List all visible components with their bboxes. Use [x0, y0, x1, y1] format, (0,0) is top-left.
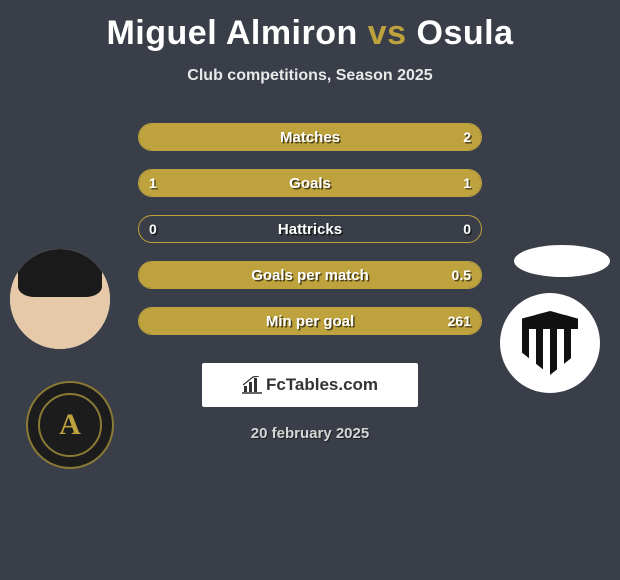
subtitle: Club competitions, Season 2025	[0, 67, 620, 85]
stat-rows-container: 2Matches 11Goals 00Hattricks 0.5Goals per m…	[138, 123, 482, 335]
comparison-title: Miguel Almiron vs Osula	[0, 0, 620, 53]
player1-name: Miguel Almiron	[106, 14, 357, 52]
player1-avatar	[10, 249, 110, 349]
club-initial: A	[59, 408, 81, 442]
stat-row: 00Hattricks	[138, 215, 482, 243]
stat-row: 11Goals	[138, 169, 482, 197]
stat-row: 2Matches	[138, 123, 482, 151]
player2-club-crest	[500, 293, 600, 393]
stat-row: 261Min per goal	[138, 307, 482, 335]
player2-avatar	[514, 245, 610, 277]
brand-box: FcTables.com	[202, 363, 418, 407]
stat-label: Hattricks	[139, 216, 481, 243]
stat-label: Goals	[139, 170, 481, 197]
stat-label: Goals per match	[139, 262, 481, 289]
vs-text: vs	[368, 14, 407, 52]
brand-text: FcTables.com	[266, 375, 378, 395]
bar-chart-icon	[242, 376, 262, 394]
player2-name: Osula	[417, 14, 514, 52]
stat-row: 0.5Goals per match	[138, 261, 482, 289]
player1-club-crest: A	[26, 381, 114, 469]
stat-label: Min per goal	[139, 308, 481, 335]
stat-label: Matches	[139, 124, 481, 151]
